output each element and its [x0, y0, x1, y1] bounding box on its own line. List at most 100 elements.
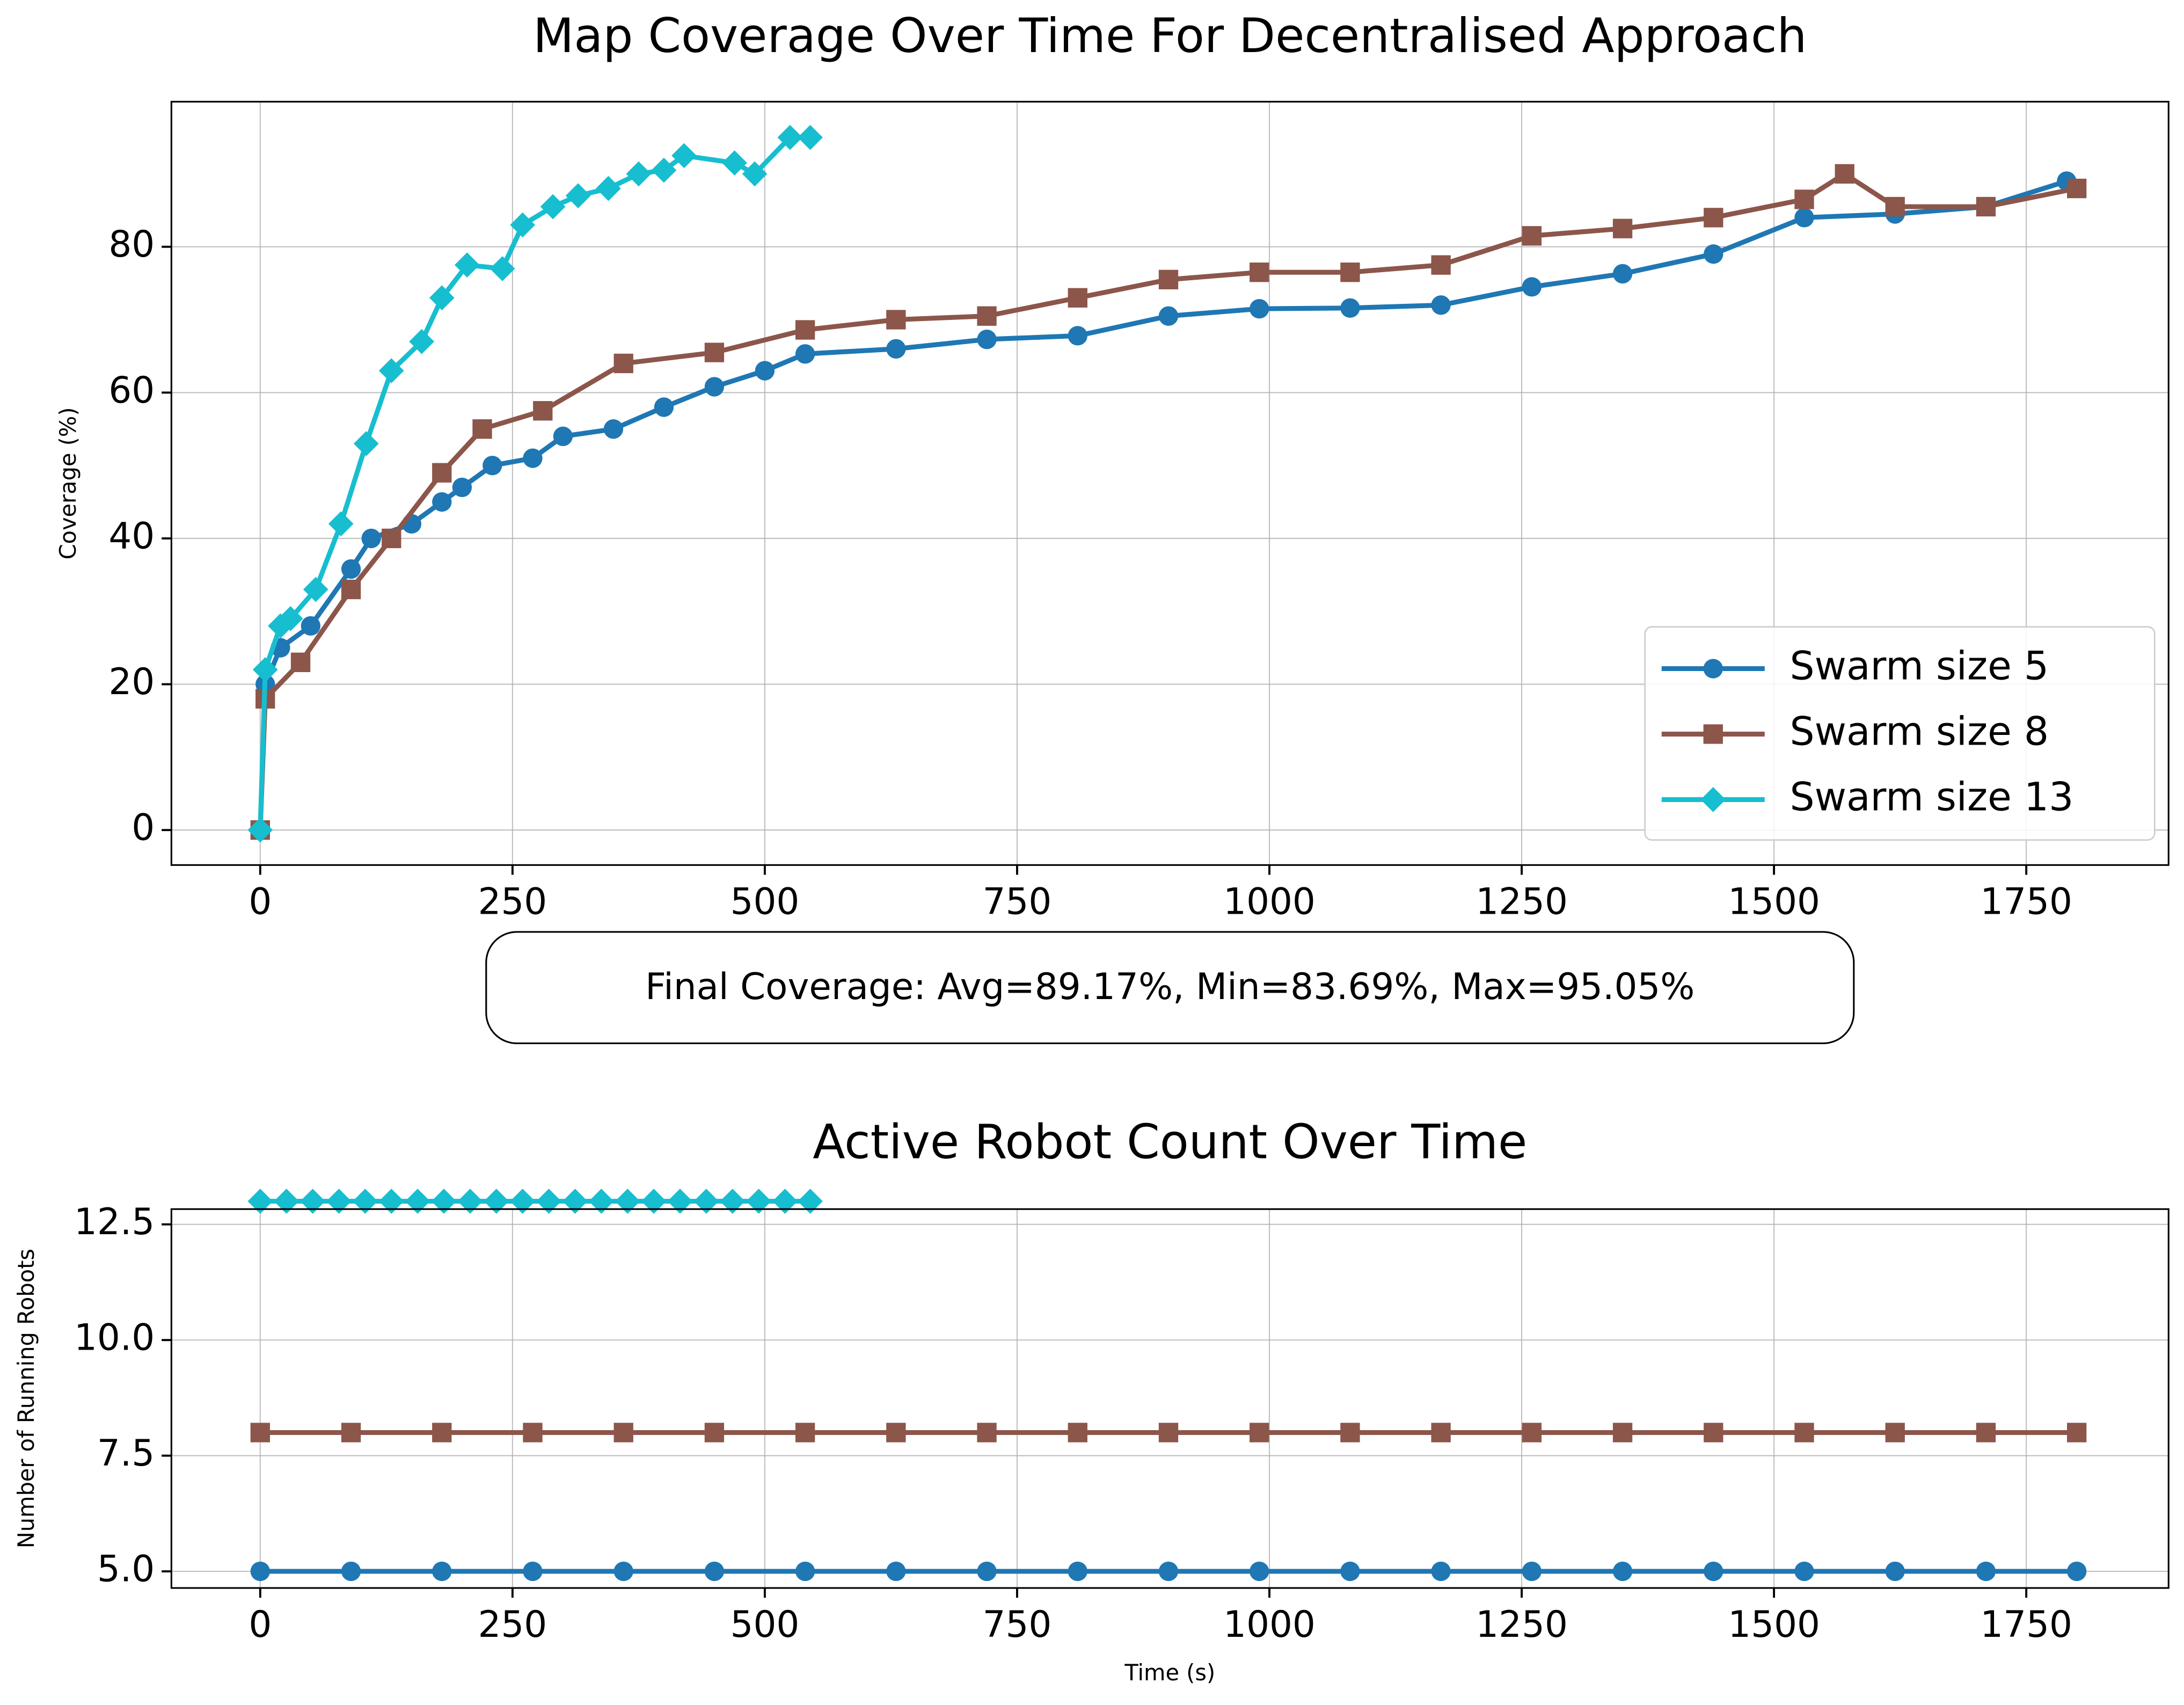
marker — [1068, 326, 1087, 346]
marker — [1250, 1423, 1269, 1442]
marker — [353, 1189, 378, 1214]
marker — [977, 1423, 997, 1442]
marker — [405, 1189, 430, 1214]
x-tick-label: 1500 — [1728, 1603, 1820, 1645]
marker — [523, 448, 543, 468]
marker — [1794, 1423, 1814, 1442]
x-tick-label: 1250 — [1476, 880, 1568, 923]
marker — [540, 194, 566, 220]
marker — [1522, 1561, 1542, 1582]
marker — [1612, 264, 1633, 284]
marker — [1522, 1423, 1542, 1442]
chart-title: Map Coverage Over Time For Decentralised… — [533, 8, 1807, 63]
marker — [1250, 1561, 1269, 1582]
marker — [1250, 263, 1269, 282]
marker — [886, 1423, 906, 1442]
series-line — [258, 135, 810, 830]
legend-label: Swarm size 8 — [1789, 709, 2049, 754]
marker — [1794, 1561, 1814, 1582]
x-tick-label: 1000 — [1223, 1603, 1316, 1645]
y-tick-label: 7.5 — [97, 1432, 155, 1474]
marker — [1158, 1423, 1179, 1442]
marker — [2066, 1423, 2087, 1442]
x-axis-label: Time (s) — [1124, 1659, 1215, 1686]
marker — [746, 1189, 771, 1214]
marker — [1522, 277, 1542, 297]
marker — [1612, 218, 1633, 238]
marker — [613, 1561, 633, 1582]
marker — [1704, 208, 1723, 228]
y-tick-label: 80 — [108, 223, 155, 265]
marker — [1158, 306, 1179, 326]
marker — [268, 613, 293, 639]
x-tick-label: 0 — [249, 1603, 272, 1645]
y-tick-label: 5.0 — [97, 1548, 155, 1590]
marker — [274, 1189, 300, 1214]
marker — [671, 143, 697, 169]
marker — [1158, 1561, 1179, 1582]
marker — [1612, 1561, 1633, 1582]
marker — [483, 455, 502, 476]
legend-label: Swarm size 5 — [1789, 644, 2049, 689]
marker — [328, 511, 354, 537]
marker — [457, 1189, 483, 1214]
marker — [523, 1423, 543, 1442]
marker — [1431, 1561, 1451, 1582]
legend-label: Swarm size 13 — [1789, 775, 2073, 820]
marker — [523, 1561, 543, 1582]
marker — [755, 361, 775, 381]
marker — [615, 1189, 640, 1214]
marker — [303, 577, 328, 602]
x-tick-label: 1750 — [1980, 1603, 2072, 1645]
marker — [798, 125, 823, 150]
marker — [1976, 1561, 1996, 1582]
marker — [1340, 298, 1360, 318]
marker — [2066, 1561, 2087, 1582]
marker — [1704, 1423, 1723, 1442]
series-line — [258, 171, 2078, 830]
marker — [772, 1189, 798, 1214]
marker — [886, 1561, 906, 1582]
marker — [704, 1423, 725, 1442]
x-tick-label: 0 — [249, 880, 272, 923]
marker — [1340, 1423, 1360, 1442]
marker — [798, 1189, 823, 1214]
marker — [301, 616, 320, 636]
marker — [382, 528, 401, 549]
marker — [1250, 298, 1269, 319]
marker — [378, 1189, 404, 1214]
x-tick-label: 1250 — [1476, 1603, 1568, 1645]
y-tick-label: 60 — [108, 369, 155, 411]
marker — [341, 579, 361, 600]
marker — [484, 1189, 509, 1214]
marker — [596, 176, 621, 201]
x-tick-label: 750 — [983, 880, 1052, 923]
marker — [326, 1189, 352, 1214]
marker — [777, 125, 803, 150]
y-tick-label: 0 — [132, 806, 155, 849]
x-tick-label: 1000 — [1223, 880, 1316, 923]
marker — [1612, 1423, 1633, 1442]
marker — [1522, 226, 1542, 246]
y-tick-label: 10.0 — [74, 1316, 155, 1359]
marker — [452, 477, 472, 498]
marker — [247, 817, 273, 843]
marker — [1068, 288, 1087, 308]
marker — [667, 1189, 693, 1214]
x-tick-label: 500 — [731, 1603, 800, 1645]
marker — [353, 431, 379, 456]
marker — [886, 339, 906, 359]
x-tick-label: 500 — [731, 880, 800, 923]
y-tick-label: 20 — [108, 660, 155, 703]
marker — [1976, 1423, 1996, 1442]
y-tick-label: 12.5 — [74, 1200, 155, 1243]
marker — [300, 1189, 325, 1214]
marker — [977, 1561, 997, 1582]
marker — [1431, 295, 1451, 315]
marker — [1704, 244, 1723, 264]
marker — [250, 1423, 270, 1442]
marker — [722, 150, 747, 176]
marker — [1340, 1561, 1360, 1582]
marker — [429, 285, 455, 311]
